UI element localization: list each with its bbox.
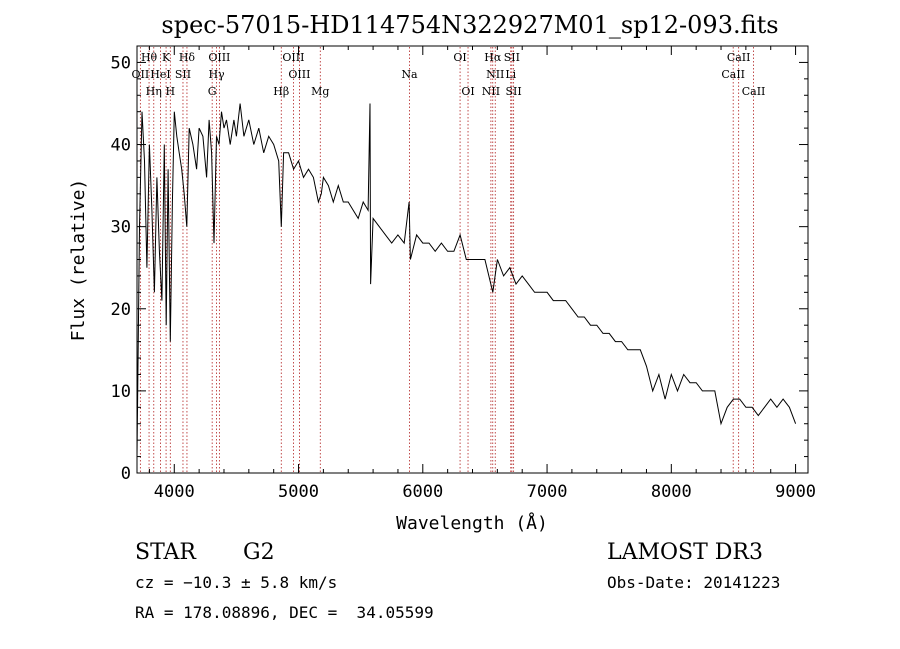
line-marker-label: SII — [504, 51, 520, 64]
line-marker-label: NII — [482, 85, 500, 98]
line-marker-label: Hγ — [208, 68, 225, 81]
redshift-line: cz = −10.3 ± 5.8 km/s — [135, 573, 338, 592]
y-tick-label: 30 — [111, 218, 131, 238]
line-marker-label: Na — [401, 68, 418, 81]
line-marker-label: SII — [506, 85, 522, 98]
line-marker-label: G — [208, 85, 217, 98]
line-marker-label: H — [166, 85, 176, 98]
line-marker-label: Hδ — [179, 51, 196, 64]
y-axis-label: Flux (relative) — [68, 179, 89, 342]
x-tick-label: 7000 — [527, 482, 568, 502]
x-axis-label: Wavelength (Å) — [396, 512, 548, 534]
obs-date-line: Obs-Date: 20141223 — [607, 573, 781, 592]
spectrum-line — [136, 103, 797, 457]
x-tick-label: 4000 — [154, 482, 195, 502]
line-marker-label: Hβ — [273, 85, 289, 98]
line-marker-label: Mg — [311, 85, 329, 98]
line-marker-label: OIII — [288, 68, 310, 81]
chart-title: spec-57015-HD114754N322927M01_sp12-093.f… — [161, 11, 778, 39]
line-marker-label: SII — [175, 68, 191, 81]
coords-line: RA = 178.08896, DEC = 34.05599 — [135, 603, 434, 622]
line-marker-label: Hα — [484, 51, 502, 64]
line-markers — [139, 47, 754, 473]
line-marker-label: CaII — [727, 51, 751, 64]
line-marker-label: CaII — [721, 68, 745, 81]
line-marker-label: K — [162, 51, 171, 64]
line-marker-label: Li — [505, 68, 516, 81]
x-tick-label: 5000 — [278, 482, 319, 502]
x-tick-label: 9000 — [775, 482, 816, 502]
y-tick-label: 0 — [121, 464, 131, 484]
line-marker-label: CaII — [742, 85, 766, 98]
line-marker-label: OI — [461, 85, 474, 98]
y-axis-ticks: 0 10 20 30 40 50 — [111, 53, 808, 484]
x-axis-ticks: 4000 5000 6000 7000 8000 9000 — [148, 46, 816, 502]
x-tick-label: 6000 — [402, 482, 443, 502]
y-tick-label: 50 — [111, 53, 131, 73]
line-marker-label: Hθ — [141, 51, 158, 64]
y-tick-label: 20 — [111, 300, 131, 320]
y-tick-label: 10 — [111, 382, 131, 402]
line-marker-label: OIII — [208, 51, 230, 64]
line-marker-label: NII — [486, 68, 504, 81]
line-marker-label: OIII — [282, 51, 304, 64]
line-marker-label: OI — [453, 51, 466, 64]
object-type: STAR — [135, 540, 196, 565]
object-subclass: G2 — [243, 540, 275, 565]
line-marker-label: OII — [131, 68, 149, 81]
x-tick-label: 8000 — [651, 482, 692, 502]
line-marker-label: HeI — [150, 68, 170, 81]
line-marker-label: Hη — [146, 85, 162, 98]
survey-name: LAMOST DR3 — [607, 540, 763, 565]
y-tick-label: 40 — [111, 136, 131, 156]
